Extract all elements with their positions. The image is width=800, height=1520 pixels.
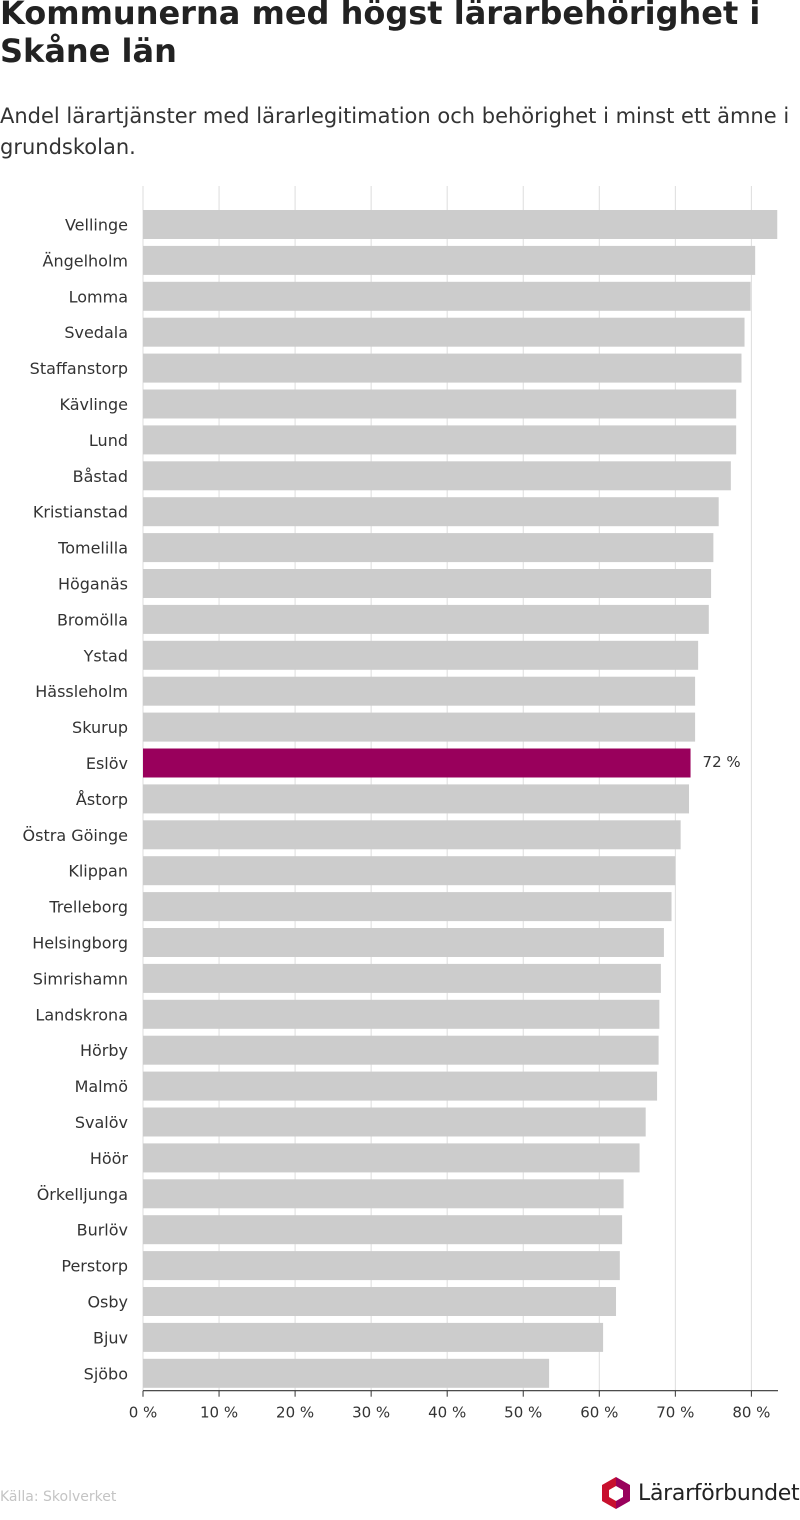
bar xyxy=(143,1035,659,1065)
bar xyxy=(143,748,691,778)
bar xyxy=(143,569,712,598)
bar xyxy=(143,389,737,419)
hexagon-logo-icon xyxy=(602,1477,630,1509)
category-label: Lund xyxy=(89,431,128,450)
larforbundet-logo[interactable]: Lärarförbundet xyxy=(600,1476,800,1510)
bar xyxy=(143,999,660,1029)
category-label: Burlöv xyxy=(77,1221,128,1240)
bar xyxy=(143,820,681,850)
chart-subtitle: Andel lärartjänster med lärarlegitimatio… xyxy=(0,104,790,159)
bars xyxy=(143,210,778,1388)
category-label: Åstorp xyxy=(76,790,128,809)
source-note: Källa: Skolverket xyxy=(0,1489,117,1505)
category-label: Ystad xyxy=(83,646,128,665)
bar xyxy=(143,1251,620,1281)
bar xyxy=(143,712,696,742)
category-label: Hässleholm xyxy=(35,682,128,701)
category-label: Malmö xyxy=(75,1077,128,1096)
x-tick-label: 60 % xyxy=(580,1404,618,1422)
category-label: Perstorp xyxy=(61,1257,128,1276)
bar xyxy=(143,497,719,527)
x-tick-label: 50 % xyxy=(504,1404,542,1422)
category-label: Trelleborg xyxy=(48,898,128,917)
category-label: Tomelilla xyxy=(57,539,128,558)
category-label: Kristianstad xyxy=(33,503,128,522)
category-label: Hörby xyxy=(80,1041,128,1060)
category-label: Båstad xyxy=(73,467,128,486)
bar xyxy=(143,1358,550,1388)
category-label: Sjöbo xyxy=(84,1364,128,1383)
bar xyxy=(143,353,742,383)
bar xyxy=(143,892,672,922)
bar xyxy=(143,604,709,634)
category-label: Skurup xyxy=(72,718,128,737)
category-label: Bromölla xyxy=(57,610,128,629)
bar xyxy=(143,245,756,275)
bar xyxy=(143,317,745,347)
bar xyxy=(143,461,731,491)
category-label: Höör xyxy=(90,1149,129,1168)
category-label: Helsingborg xyxy=(32,934,128,953)
bar xyxy=(143,1071,658,1101)
bar xyxy=(143,533,714,563)
category-label: Höganäs xyxy=(58,575,128,594)
bar xyxy=(143,640,699,670)
bar-chart: Vellinge Ängelholm Lomma Svedala Staffanstor… xyxy=(23,186,778,1422)
x-tick-label: 10 % xyxy=(200,1404,238,1422)
category-label: Svalöv xyxy=(75,1113,128,1132)
category-label: Osby xyxy=(87,1293,128,1312)
bar xyxy=(143,210,778,239)
bar xyxy=(143,1287,617,1316)
bar xyxy=(143,784,690,814)
x-tick-label: 70 % xyxy=(656,1404,694,1422)
category-label: Simrishamn xyxy=(33,969,128,988)
category-label: Bjuv xyxy=(93,1328,128,1347)
x-tick-label: 40 % xyxy=(428,1404,466,1422)
x-tick-label: 0 % xyxy=(129,1404,158,1422)
bar xyxy=(143,1107,646,1137)
chart-title: Kommunerna med högst lärarbehörighet i S… xyxy=(0,0,761,70)
category-label: Klippan xyxy=(68,862,128,881)
bar xyxy=(143,963,661,993)
category-label: Kävlinge xyxy=(59,395,128,414)
x-tick-label: 30 % xyxy=(352,1404,390,1422)
bar xyxy=(143,856,676,886)
bar xyxy=(143,676,696,706)
category-label: Örkelljunga xyxy=(37,1185,128,1204)
category-label: Staffanstorp xyxy=(30,359,128,378)
category-label: Svedala xyxy=(64,323,128,342)
bar xyxy=(143,1322,604,1352)
category-label: Östra Göinge xyxy=(23,826,128,845)
category-labels: Vellinge Ängelholm Lomma Svedala Staffanstor… xyxy=(23,216,741,1384)
bar xyxy=(143,425,737,455)
logo-text: Lärarförbundet xyxy=(638,1480,800,1506)
category-label: Vellinge xyxy=(65,216,128,235)
category-label: Lomma xyxy=(69,287,128,306)
category-label: Eslöv xyxy=(86,754,128,773)
category-label: Ängelholm xyxy=(43,251,129,270)
bar xyxy=(143,928,664,957)
x-tick-label: 20 % xyxy=(276,1404,314,1422)
x-axis: 0 % 10 % 20 % 30 % 40 % 50 % 60 % 70 % 80 % xyxy=(129,1390,778,1422)
x-tick-label: 80 % xyxy=(732,1404,770,1422)
bar xyxy=(143,1215,623,1245)
bar xyxy=(143,1143,640,1173)
category-label: Landskrona xyxy=(35,1005,128,1024)
data-label: 72 % xyxy=(703,753,741,771)
bar xyxy=(143,1179,624,1209)
bar xyxy=(143,281,751,311)
